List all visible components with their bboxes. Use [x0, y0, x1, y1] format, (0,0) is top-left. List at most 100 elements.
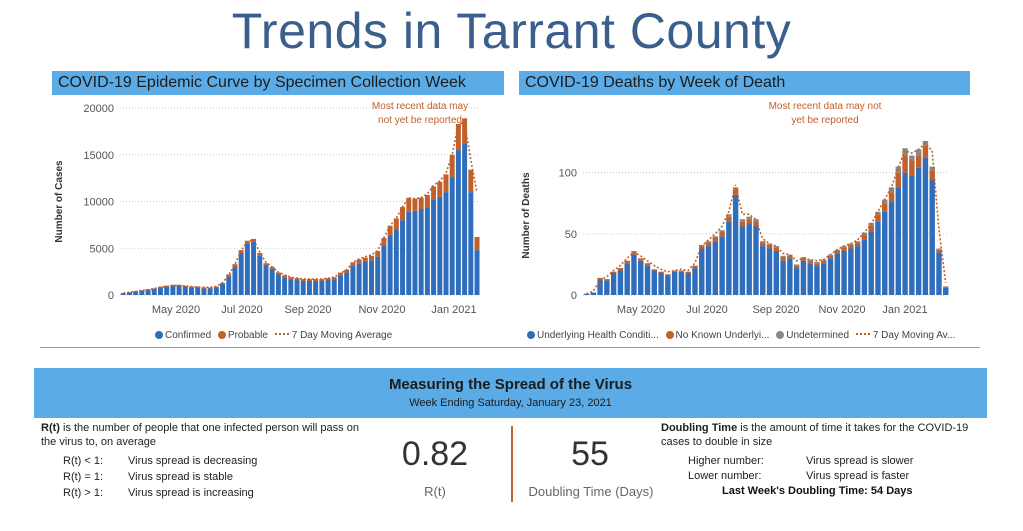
rt-description: R(t) is the number of people that one in…: [41, 421, 361, 449]
deaths-chart-title: COVID-19 Deaths by Week of Death: [519, 71, 970, 95]
bar-primary: [848, 248, 854, 295]
bar-primary: [412, 210, 418, 295]
legend-deaths-moving-average[interactable]: 7 Day Moving Av...: [855, 330, 956, 341]
bar-secondary: [300, 279, 306, 281]
x-tick-label: Jan 2021: [882, 304, 927, 316]
rt-cond-1: R(t) < 1:: [63, 455, 104, 467]
bar-secondary: [827, 255, 834, 259]
bar-secondary: [431, 186, 437, 200]
bar-primary: [356, 263, 362, 295]
deaths-legend: Underlying Health Conditi... No Known Un…: [527, 330, 959, 341]
x-tick-label: Jan 2021: [431, 304, 476, 316]
legend-confirmed[interactable]: Confirmed: [155, 330, 211, 341]
bar-secondary: [232, 264, 238, 267]
bar-secondary: [902, 155, 908, 173]
bar-secondary: [739, 221, 746, 227]
bar-secondary: [685, 271, 691, 273]
legend-undetermined[interactable]: Undetermined: [776, 330, 849, 341]
bar-secondary: [705, 242, 712, 247]
rt-text-1: Virus spread is decreasing: [128, 455, 258, 467]
bar-primary: [610, 272, 617, 295]
bar-tertiary: [766, 243, 773, 245]
bar-primary: [449, 177, 455, 295]
bar-secondary: [350, 262, 356, 267]
bar-secondary: [257, 252, 263, 256]
undetermined-swatch: [776, 331, 785, 339]
bar-primary: [875, 221, 881, 295]
bar-primary: [583, 293, 590, 295]
legend-underlying[interactable]: Underlying Health Conditi...: [527, 330, 659, 341]
bar-secondary: [760, 242, 766, 247]
bar-primary: [787, 258, 793, 295]
bar-primary: [807, 263, 813, 295]
bar-tertiary: [861, 232, 868, 236]
bar-secondary: [207, 287, 213, 289]
bar-secondary: [638, 258, 644, 261]
bar-secondary: [929, 170, 935, 181]
bar-primary: [344, 272, 350, 295]
y-tick-label: 0: [108, 290, 114, 302]
bar-tertiary: [929, 166, 935, 171]
bar-secondary: [393, 218, 399, 230]
bar-secondary: [288, 277, 294, 280]
spread-subtitle: Week Ending Saturday, January 23, 2021: [409, 397, 612, 409]
bar-primary: [678, 271, 685, 295]
bar-secondary: [746, 219, 752, 225]
bar-primary: [300, 280, 306, 295]
y-tick-label: 20000: [83, 103, 114, 115]
doubling-time-value: 55: [571, 435, 609, 473]
deaths-recent-data-note: Most recent data may not yet be reported: [760, 100, 890, 128]
rt-term: R(t): [41, 422, 60, 434]
bar-secondary: [861, 235, 868, 240]
bar-primary: [834, 253, 841, 295]
bar-primary: [164, 286, 170, 295]
bar-primary: [455, 150, 461, 295]
bar-primary: [120, 293, 126, 295]
bar-primary: [888, 202, 895, 295]
legend-moving-average[interactable]: 7 Day Moving Average: [274, 330, 392, 341]
y-tick-label: 5000: [90, 243, 114, 255]
bar-primary: [665, 275, 671, 295]
metric-divider: [511, 426, 513, 502]
bar-primary: [800, 260, 807, 295]
bar-primary: [157, 287, 163, 295]
legend-probable[interactable]: Probable: [217, 330, 268, 341]
bar-secondary: [282, 275, 288, 278]
legend-deaths-moving-average-label: 7 Day Moving Av...: [872, 330, 956, 341]
bar-secondary: [909, 160, 915, 176]
bar-primary: [746, 224, 752, 295]
bar-primary: [350, 266, 356, 295]
bar-primary: [437, 196, 443, 295]
bar-secondary: [665, 274, 671, 276]
doubling-time-term: Doubling Time: [661, 422, 738, 434]
bar-primary: [468, 192, 474, 295]
bar-primary: [263, 265, 269, 295]
bar-tertiary: [793, 264, 800, 266]
x-tick-label: Nov 2020: [358, 304, 405, 316]
bar-primary: [705, 246, 712, 295]
bar-secondary: [726, 216, 732, 222]
bar-primary: [275, 274, 281, 295]
bar-tertiary: [807, 259, 813, 261]
bar-tertiary: [780, 255, 786, 258]
bar-primary: [207, 288, 213, 295]
bar-primary: [126, 292, 132, 295]
spread-title: Measuring the Spread of the Virus: [388, 376, 633, 393]
bar-secondary: [834, 250, 841, 254]
bar-tertiary: [909, 155, 915, 161]
rt-value: 0.82: [401, 435, 469, 473]
bar-secondary: [474, 237, 480, 251]
bar-primary: [638, 260, 644, 295]
bar-primary: [201, 288, 207, 295]
bar-secondary: [793, 265, 800, 269]
bar-tertiary: [712, 236, 719, 238]
bar-primary: [841, 250, 847, 295]
bar-secondary: [807, 260, 813, 264]
bar-primary: [381, 245, 387, 295]
page-title: Trends in Tarrant County: [231, 3, 792, 59]
bar-tertiary: [773, 246, 780, 248]
legend-no-known[interactable]: No Known Underlyi...: [665, 330, 769, 341]
bar-primary: [780, 260, 786, 295]
bar-tertiary: [753, 219, 759, 222]
bar-secondary: [424, 194, 430, 208]
